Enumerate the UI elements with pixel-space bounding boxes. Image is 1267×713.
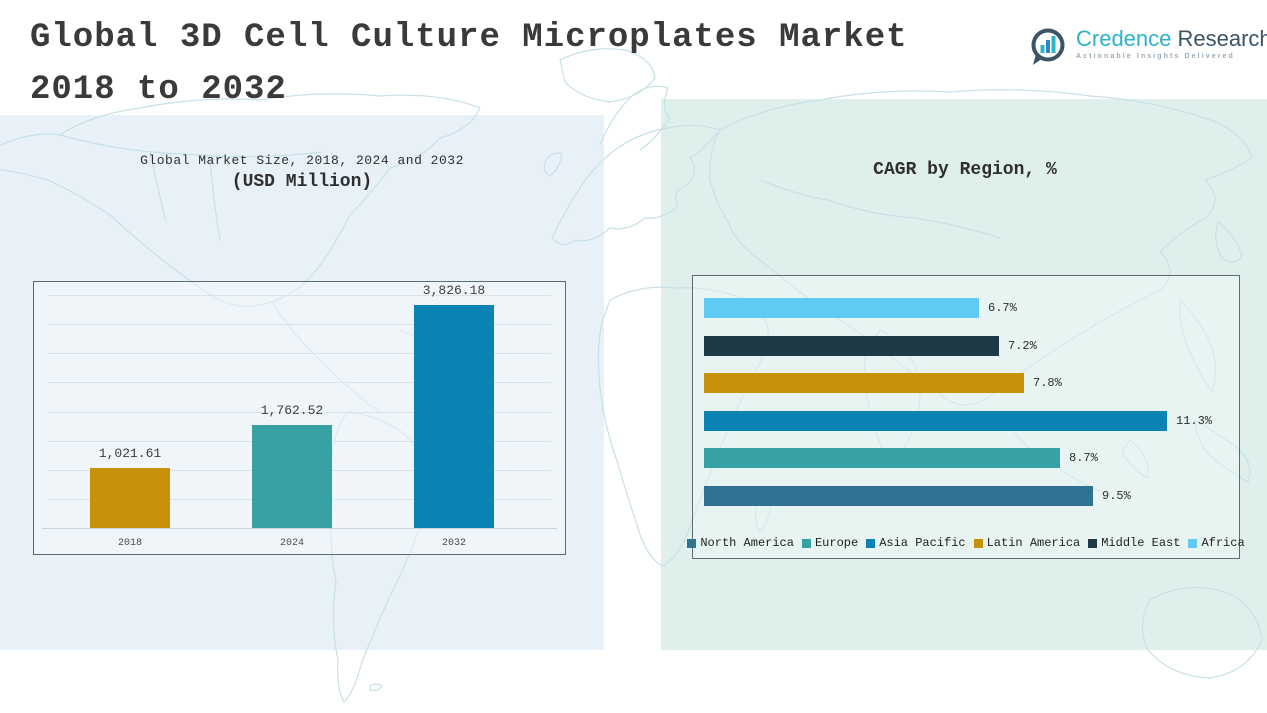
legend-label: North America — [700, 536, 794, 550]
legend-label: Asia Pacific — [879, 536, 966, 550]
legend-swatch — [801, 538, 811, 548]
cagr-by-region-bar-chart: 6.7% 7.2% 7.8% 11.3% 8.7% 9.5% North America Eu… — [687, 275, 1245, 559]
left-chart-title: Global Market Size, 2018, 2024 and 2032 … — [52, 153, 552, 192]
x-axis-category-label: 2024 — [279, 538, 305, 549]
legend-label: Latin America — [986, 536, 1081, 550]
bar-value-label: 7.2% — [1008, 338, 1037, 353]
bar-value-label: 7.8% — [1033, 376, 1062, 391]
bar-2018 — [90, 468, 170, 528]
bar-value-label: 1,021.61 — [98, 446, 162, 461]
legend-swatch — [1088, 538, 1098, 548]
brand-name-primary: Credence — [1076, 26, 1172, 51]
legend-label: Europe — [814, 536, 859, 550]
legend-swatch — [973, 538, 983, 548]
page-title-line2: 2018 to 2032 — [30, 71, 287, 109]
bar-value-label: 6.7% — [988, 301, 1017, 315]
page-title-line1: Global 3D Cell Culture Microplates Marke… — [30, 19, 908, 57]
bar-2032 — [414, 305, 494, 528]
bar-value-label: 11.3% — [1176, 413, 1213, 428]
legend-label: Africa — [1201, 536, 1245, 550]
legend-swatch — [1188, 538, 1198, 548]
gridline — [48, 411, 551, 413]
market-size-bar-chart: 1,021.61 2018 1,762.52 2024 3,826.18 2032 — [33, 281, 566, 555]
legend-item-asia-pacific: Asia Pacific — [866, 536, 966, 550]
legend-swatch — [866, 538, 876, 548]
left-chart-title-text: Global Market Size, 2018, 2024 and 2032 — [140, 153, 464, 168]
bar-middle-east — [704, 335, 999, 356]
legend-item-africa: Africa — [1188, 536, 1245, 550]
legend-item-middle-east: Middle East — [1088, 536, 1180, 550]
legend-swatch — [687, 538, 697, 548]
bar-chart-bubble-icon — [1031, 28, 1065, 65]
bar-asia-pacific — [704, 410, 1167, 431]
legend-item-europe: Europe — [801, 536, 859, 550]
bar-value-label: 8.7% — [1069, 451, 1098, 466]
right-chart-title: CAGR by Region, % — [715, 156, 1215, 180]
brand-tagline: Actionable Insights Delivered — [1076, 53, 1235, 60]
x-axis-category-label: 2032 — [441, 538, 467, 549]
x-axis-category-label: 2018 — [117, 538, 143, 549]
bar-europe — [704, 448, 1060, 469]
bar-latin-america — [704, 373, 1024, 394]
bar-north-america — [704, 486, 1093, 506]
bar-value-label: 9.5% — [1102, 489, 1131, 503]
x-axis-line — [42, 528, 557, 529]
left-chart-subtitle: (USD Million) — [231, 172, 373, 192]
page-title: Global 3D Cell Culture Microplates Marke… — [30, 12, 908, 116]
chart-legend: North America Europe Asia Pacific Latin Ame… — [687, 536, 1245, 550]
legend-label: Middle East — [1101, 536, 1181, 550]
right-chart-title-text: CAGR by Region, % — [873, 160, 1057, 180]
brand-logo: Credence Research Actionable Insights De… — [1028, 27, 1267, 69]
legend-item-north-america: North America — [687, 536, 794, 550]
bar-2024 — [252, 425, 332, 528]
brand-name-secondary: Research — [1177, 26, 1267, 51]
legend-item-latin-america: Latin America — [973, 536, 1081, 550]
brand-name: Credence Research — [1076, 27, 1267, 51]
bar-value-label: 1,762.52 — [260, 403, 324, 418]
bar-value-label: 3,826.18 — [422, 283, 486, 298]
bar-africa — [704, 298, 979, 318]
